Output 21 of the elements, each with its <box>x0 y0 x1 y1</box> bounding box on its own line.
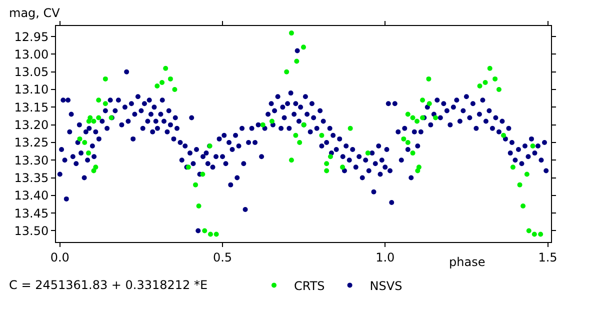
y-tick-label: 13.15 <box>14 100 49 114</box>
x-tick-label: 0.5 <box>212 250 232 264</box>
x-axis-title: phase <box>449 255 486 269</box>
text: C = 2451361.83 + 0.3318212 *E <box>9 278 208 292</box>
y-tick-label: 13.10 <box>14 82 49 97</box>
y-tick-label: 13.45 <box>14 206 49 220</box>
y-tick-label: 13.00 <box>14 47 49 62</box>
x-tick-label: 1.5 <box>538 250 558 264</box>
y-tick-label: 13.25 <box>14 136 49 150</box>
x-tick-label: 0.0 <box>50 250 70 264</box>
y-tick-label: 13.50 <box>14 224 49 238</box>
y-tick-label: 13.40 <box>14 188 49 203</box>
y-tick-label: 13.35 <box>14 170 49 185</box>
legend-label: NSVS <box>370 278 402 293</box>
legend-label: CRTS <box>294 278 325 293</box>
y-tick-label: 13.05 <box>14 65 49 80</box>
x-tick-label: 1.0 <box>376 250 395 264</box>
y-tick-label: 13.20 <box>14 118 49 132</box>
y-axis-title: mag, CV <box>9 6 61 20</box>
y-tick-label: 12.95 <box>14 30 49 44</box>
y-tick-label: 13.30 <box>14 153 49 168</box>
